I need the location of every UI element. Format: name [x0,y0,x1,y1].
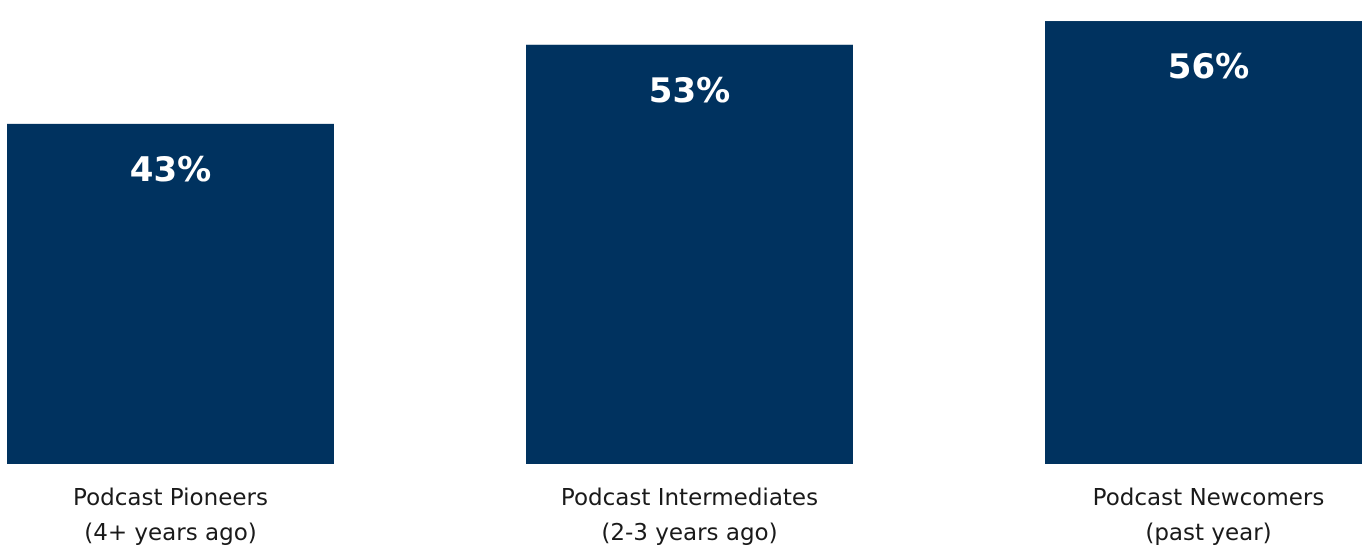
data-label-3: 56% [1168,47,1249,87]
data-label-1: 43% [130,150,211,190]
category-label-2-line-2: (2-3 years ago) [601,520,777,546]
bar-1 [7,123,334,465]
category-label-3-line-2: (past year) [1145,520,1271,546]
category-label-2-line-1: Podcast Intermediates [561,485,818,511]
bars-group: 43% 53% 56% [7,21,1362,465]
data-label-2: 53% [649,71,730,111]
category-labels-group: Podcast Pioneers (4+ years ago) Podcast In… [73,485,1324,546]
category-label-3-line-1: Podcast Newcomers [1093,485,1325,511]
category-label-1-line-2: (4+ years ago) [84,520,257,546]
bar-2 [526,44,853,465]
bar-3 [1045,21,1362,464]
category-label-1-line-1: Podcast Pioneers [73,485,268,511]
